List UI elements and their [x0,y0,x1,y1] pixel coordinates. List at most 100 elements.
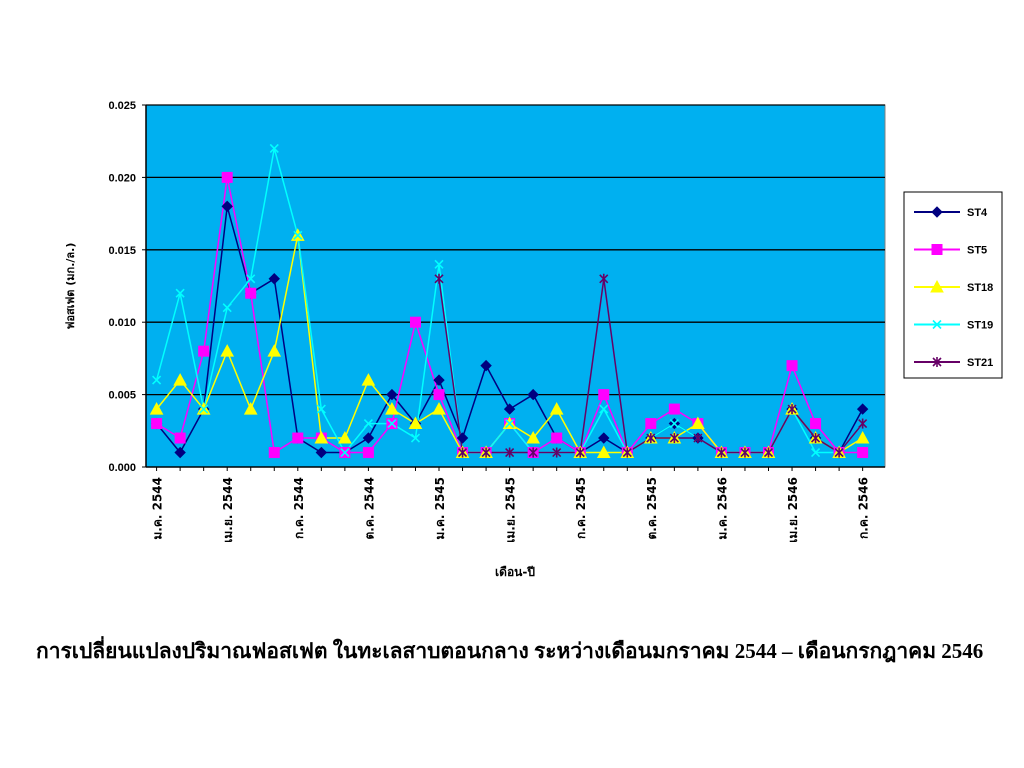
legend-item-st5: ST5 [914,244,987,257]
data-point [268,447,280,459]
data-point [834,447,844,458]
x-tick-label: เม.ย. 2545 [504,477,518,543]
data-point [221,171,233,183]
x-axis-label: เดือน-ปี [495,565,535,579]
data-point [856,403,869,415]
legend-label: ST5 [967,245,987,257]
data-point [293,230,303,240]
legend-item-st18: ST18 [914,279,993,294]
marker-stroke [222,303,232,313]
data-point [551,432,563,444]
data-point [267,344,282,357]
data-point [340,447,350,458]
data-point [786,360,798,372]
data-point [528,447,538,458]
data-point [409,316,421,328]
x-tick-label: เม.ย. 2544 [221,477,235,543]
data-point [740,447,750,458]
data-point [314,430,329,444]
data-point [527,388,539,401]
legend: ST4 ST5 ST18 ST19 ST21 [903,191,1003,379]
data-point [363,418,373,429]
data-point [149,402,164,415]
data-point [598,389,610,401]
data-point [691,416,705,430]
data-point [505,447,515,458]
data-point [386,388,398,401]
marker-stroke [811,447,821,458]
figure-caption: การเปลี่ยนแปลงปริมาณฟอสเฟต ในทะเลสาบตอนก… [36,639,984,663]
marker-stroke [410,433,421,443]
legend-label: ST4 [967,207,988,219]
data-point [434,273,444,284]
data-point [669,433,679,444]
data-point [410,433,421,443]
marker-stroke [505,418,515,429]
y-tick-label: 0.005 [108,390,136,402]
data-point [787,404,797,415]
data-point [456,432,469,444]
x-axis: ม.ค. 2544 เม.ย. 2544 ก.ค. 2544 ต.ค. 2544 ม.ค… [146,466,885,543]
data-point [220,344,235,357]
data-point [668,403,680,415]
data-point [481,447,491,458]
y-tick-label: 0.025 [108,100,136,112]
y-tick-label: 0.010 [108,317,136,329]
data-point [361,373,376,386]
data-point [858,418,868,429]
data-point [855,430,870,444]
legend-item-st19: ST19 [914,320,993,332]
data-point [622,447,632,458]
y-axis-label: ฟอสเฟต (มก./ล.) [64,243,77,330]
data-point [932,357,942,367]
data-point [669,418,679,429]
data-point [174,432,186,444]
data-point [932,319,942,330]
data-point [292,432,304,444]
data-point [810,418,822,430]
data-point [503,403,516,415]
data-point [811,447,821,458]
data-point [645,418,657,430]
data-point [811,433,821,444]
data-point [599,404,609,414]
data-point [387,418,397,429]
x-tick-label: เม.ย. 2546 [786,477,800,543]
y-axis: 0.000 0.005 0.010 0.015 0.020 0.025 [108,100,147,474]
x-tick-label: ก.ค. 2545 [574,477,588,539]
marker-stroke [246,274,256,284]
x-tick-label: ก.ค. 2546 [857,477,871,539]
marker-stroke [152,375,162,385]
x-tick-label: ต.ค. 2545 [645,477,659,540]
marker-stroke [363,418,373,429]
data-point [480,359,492,372]
data-point [268,273,280,285]
legend-item-st21: ST21 [914,357,993,369]
data-point [221,200,233,213]
data-point [457,447,468,458]
data-point [245,287,257,299]
legend-label: ST19 [967,320,993,332]
marker-stroke [269,143,279,154]
data-point [716,447,726,458]
data-point [931,206,943,218]
y-tick-label: 0.020 [108,172,136,184]
data-point [315,446,328,459]
data-point [599,273,609,284]
data-point [857,447,869,459]
plot-area [145,104,886,468]
data-point [222,303,232,313]
data-point [316,404,326,414]
data-point [173,373,187,386]
x-tick-label: ต.ค. 2544 [362,477,376,540]
series-group [149,143,870,459]
data-point [763,447,774,458]
marker-stroke [599,404,609,414]
x-tick-label: ม.ค. 2545 [433,477,447,540]
marker-stroke [199,404,209,414]
data-point [930,279,944,293]
data-point [433,389,445,401]
data-point [362,432,375,444]
marker-stroke [340,447,350,458]
data-point [598,432,610,444]
